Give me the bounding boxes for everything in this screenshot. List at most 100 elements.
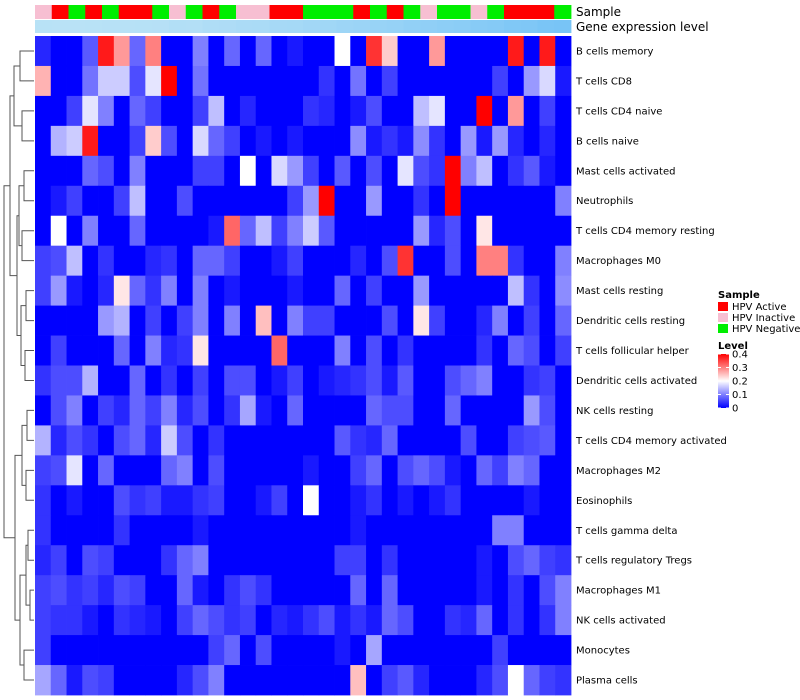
heatmap-cell — [429, 365, 446, 396]
heatmap-cell — [129, 155, 146, 187]
heatmap-cell — [492, 365, 509, 396]
heatmap-cell — [98, 665, 115, 696]
gene-annotation-cell — [51, 20, 69, 33]
heatmap-cell — [460, 275, 477, 306]
dendrogram-branch — [24, 350, 34, 381]
heatmap-cell — [35, 365, 52, 396]
heatmap-cell — [413, 665, 430, 696]
heatmap-cell — [239, 245, 257, 277]
heatmap-cell — [255, 95, 272, 127]
heatmap-cell — [287, 125, 304, 157]
heatmap-cell — [507, 36, 525, 67]
heatmap-cell — [318, 65, 335, 97]
heatmap-cell — [507, 425, 525, 456]
heatmap-cell — [413, 245, 430, 277]
heatmap-cell — [35, 635, 52, 666]
heatmap-cell — [523, 665, 540, 696]
heatmap-cell — [492, 155, 509, 187]
heatmap-cell — [381, 635, 398, 666]
heatmap-cell — [239, 185, 257, 217]
heatmap-cell — [145, 575, 162, 606]
heatmap-cell — [381, 125, 398, 157]
heatmap-cell — [176, 455, 194, 486]
heatmap-cell — [460, 665, 477, 696]
heatmap-cell — [350, 425, 367, 456]
heatmap-cell — [82, 365, 99, 396]
heatmap-cell — [113, 155, 130, 187]
heatmap-cell — [523, 335, 540, 366]
heatmap-cell — [366, 245, 383, 277]
heatmap-cell — [224, 95, 241, 127]
heatmap-cell — [318, 185, 335, 217]
heatmap-cell — [397, 305, 414, 336]
heatmap-cell — [145, 395, 162, 426]
heatmap-cell — [429, 305, 446, 336]
heatmap-cell — [82, 155, 99, 187]
sample-annotation-cell — [269, 5, 287, 19]
heatmap-cell — [255, 515, 272, 546]
heatmap-cell — [82, 575, 99, 606]
heatmap-cell — [334, 545, 351, 576]
heatmap-cell — [113, 365, 130, 396]
heatmap-cell — [413, 575, 430, 606]
heatmap-cell — [555, 65, 572, 97]
heatmap-cell — [318, 545, 335, 576]
heatmap-cell — [224, 605, 241, 636]
heatmap-cell — [287, 95, 304, 127]
heatmap-cell — [303, 185, 320, 217]
heatmap-cell — [381, 395, 398, 426]
heatmap-cell — [429, 155, 446, 187]
heatmap-cell — [334, 95, 351, 127]
heatmap-cell — [381, 665, 398, 696]
heatmap-cell — [303, 455, 320, 486]
heatmap-cell — [239, 395, 257, 426]
heatmap-cell — [287, 335, 304, 366]
row-label: T cells CD4 naive — [575, 106, 662, 117]
gene-annotation-cell — [487, 20, 505, 33]
heatmap-cell — [98, 515, 115, 546]
gene-annotation-label: Gene expression level — [576, 20, 709, 34]
heatmap-cell — [176, 36, 194, 67]
heatmap-cell — [176, 365, 194, 396]
heatmap-cell — [82, 515, 99, 546]
heatmap-cell — [397, 335, 414, 366]
heatmap-cell — [413, 455, 430, 486]
row-label: B cells memory — [576, 47, 653, 58]
heatmap-cell — [350, 545, 367, 576]
heatmap-cell — [224, 365, 241, 396]
heatmap-cell — [507, 665, 525, 696]
dendrogram-branch — [13, 65, 22, 127]
heatmap-cell — [255, 155, 272, 187]
heatmap-cell — [161, 155, 178, 187]
row-labels: B cells memory T cells CD8 T cells CD4 nai… — [575, 47, 727, 687]
heatmap-cell — [413, 425, 430, 456]
heatmap-cell — [381, 515, 398, 546]
gene-annotation-cell — [437, 20, 455, 33]
heatmap-cell — [208, 125, 225, 157]
gene-annotation-cell — [353, 20, 371, 33]
heatmap-cell — [255, 215, 272, 247]
sample-annotation-cell — [219, 5, 237, 19]
sample-annotation-cell — [336, 5, 354, 19]
heatmap-cell — [381, 215, 398, 247]
heatmap-cell — [366, 425, 383, 456]
heatmap-cell — [381, 335, 398, 366]
heatmap-cell — [539, 425, 556, 456]
heatmap-cell — [176, 335, 194, 366]
heatmap-cell — [366, 395, 383, 426]
heatmap-cell — [366, 215, 383, 247]
heatmap-cell — [224, 635, 241, 666]
heatmap-cell — [239, 425, 257, 456]
heatmap-cell — [507, 155, 525, 187]
heatmap-cell — [161, 455, 178, 486]
heatmap-cell — [176, 125, 194, 157]
heatmap-cell — [476, 95, 493, 127]
heatmap-cell — [366, 335, 383, 366]
heatmap-cell — [476, 485, 493, 516]
heatmap-cell — [192, 275, 209, 306]
heatmap-cell — [255, 635, 272, 666]
heatmap-cell — [287, 635, 304, 666]
heatmap-cell — [413, 36, 430, 67]
heatmap-cell — [113, 575, 130, 606]
heatmap-cell — [539, 365, 556, 396]
